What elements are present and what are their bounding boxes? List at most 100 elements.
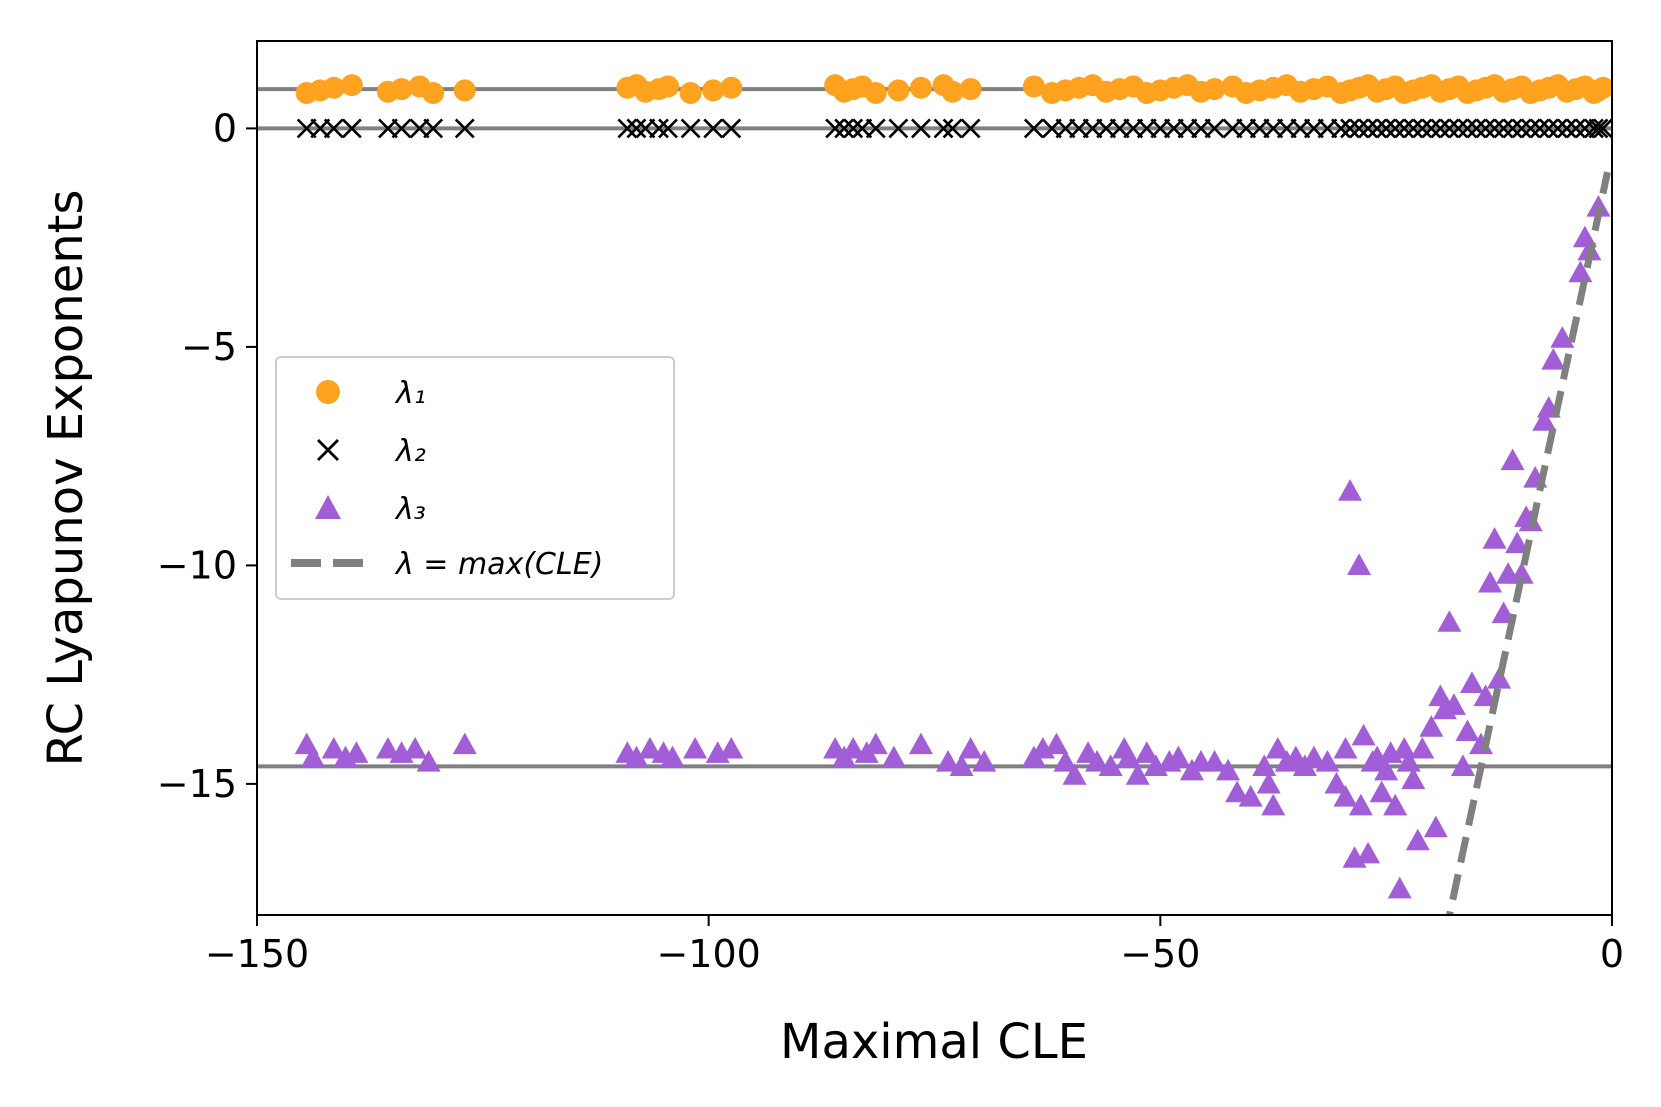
lambda3-point <box>958 736 983 759</box>
legend-marker-triangle <box>315 495 341 520</box>
lambda2-point <box>454 118 475 139</box>
lambda3-point <box>1225 780 1250 803</box>
legend-label: λ₂ <box>394 434 426 469</box>
lambda3-point <box>1216 758 1241 781</box>
lambda3-point <box>301 745 326 768</box>
lambda2-point <box>1376 118 1397 139</box>
lambda2-point <box>1584 118 1604 139</box>
lambda2-point <box>658 118 678 139</box>
lambda3-point <box>375 736 400 759</box>
legend-marker-circle <box>316 380 340 404</box>
axes-frame <box>256 40 1613 916</box>
lambda3-point <box>908 732 933 755</box>
lambda3-point <box>1085 750 1110 772</box>
lambda3-point <box>936 750 961 772</box>
lambda2-point <box>626 118 647 139</box>
lambda3-point <box>1252 754 1277 777</box>
x-tick-label: −50 <box>1120 932 1200 976</box>
lambda3-point <box>863 732 888 755</box>
lambda2-point <box>1403 118 1424 139</box>
lambda2-point <box>1588 118 1609 139</box>
lambda3-point <box>1437 610 1462 632</box>
lambda3-point <box>1405 828 1430 851</box>
lambda3-point <box>1419 715 1444 737</box>
lambda2-point <box>911 118 931 139</box>
lambda3-point <box>1450 754 1475 777</box>
legend-item-lambda2: λ₂ <box>317 434 426 469</box>
lambda1-point <box>657 75 680 98</box>
lambda3-point <box>1265 736 1290 759</box>
lambda1-point <box>390 78 413 101</box>
lambda3-point <box>1369 780 1394 803</box>
lambda3-point <box>1505 531 1530 554</box>
lambda3-point <box>972 750 997 772</box>
lambda3-point <box>1455 719 1480 742</box>
lambda3-point <box>1441 693 1466 715</box>
y-tick-label: −15 <box>157 762 237 806</box>
lambda3-point <box>1348 793 1373 816</box>
lambda3-point <box>949 754 974 777</box>
lambda3-point <box>1301 745 1326 768</box>
lambda2-point <box>721 118 742 139</box>
lambda2-point <box>1340 118 1360 139</box>
lambda3-point <box>403 736 428 759</box>
lambda1-point <box>1591 76 1612 99</box>
lambda3-point <box>1351 723 1376 746</box>
legend-label: λ₁ <box>394 376 426 411</box>
lambda2-point <box>1556 118 1577 139</box>
lambda2-point <box>1529 118 1550 139</box>
lambda2-point <box>1511 118 1532 139</box>
lambda2-point <box>1430 118 1451 139</box>
lambda3-point <box>637 736 662 759</box>
lambda3-point <box>1356 841 1381 864</box>
lambda1-point <box>453 79 476 102</box>
x-tick-label: −150 <box>205 932 309 976</box>
lambda2-point <box>1204 118 1225 139</box>
lambda1-point <box>1203 78 1226 101</box>
lambda3-point <box>1333 785 1358 807</box>
lambda3-point <box>1125 763 1150 785</box>
lambda2-point <box>1331 118 1351 139</box>
lambda3-point <box>1256 771 1281 794</box>
lambda3-point <box>1550 326 1575 348</box>
lambda2-point <box>1475 118 1496 139</box>
lambda3-point <box>1202 750 1227 772</box>
lambda3-point <box>1396 750 1421 772</box>
lambda3-point <box>1062 763 1087 785</box>
lambda3-point <box>1387 876 1412 899</box>
lambda2-point <box>1349 118 1369 139</box>
lambda2-point <box>1421 118 1442 139</box>
plot-clipped-group <box>257 74 1612 915</box>
y-axis-label: RC Lyapunov Exponents <box>38 189 94 766</box>
lambda2-point <box>649 118 669 139</box>
lambda3-point <box>1347 553 1372 575</box>
y-tick-label: 0 <box>213 106 237 150</box>
x-axis-label: Maximal CLE <box>780 1014 1088 1070</box>
lambda3-point <box>321 736 346 759</box>
lambda3-point <box>1509 562 1534 584</box>
legend-item-reference: λ = max(CLE) <box>291 547 603 582</box>
lambda2-point <box>1023 118 1044 139</box>
x-tick-label: −100 <box>656 932 760 976</box>
lambda3-point <box>1324 771 1349 794</box>
lambda2-point <box>341 118 362 139</box>
lambda2-point <box>1385 118 1406 139</box>
lambda3-point <box>1568 260 1593 283</box>
lambda1-point <box>422 82 445 105</box>
lambda2-point <box>1520 118 1541 139</box>
lambda3-point <box>1410 736 1435 759</box>
lambda2-point <box>391 118 412 139</box>
lambda1-point <box>702 79 725 102</box>
lambda2-point <box>323 118 344 139</box>
lambda2-point <box>1466 118 1487 139</box>
lambda2-point <box>1593 118 1612 139</box>
lambda2-point <box>1412 118 1433 139</box>
legend-box <box>275 356 675 600</box>
lambda2-point <box>1439 118 1460 139</box>
lambda3-point <box>1423 815 1448 838</box>
lambda3-point <box>1134 741 1159 763</box>
lambda2-point <box>933 118 954 139</box>
lambda3-point <box>1098 754 1123 777</box>
lambda3-point <box>1238 785 1263 807</box>
lambda3-point <box>1532 409 1557 431</box>
